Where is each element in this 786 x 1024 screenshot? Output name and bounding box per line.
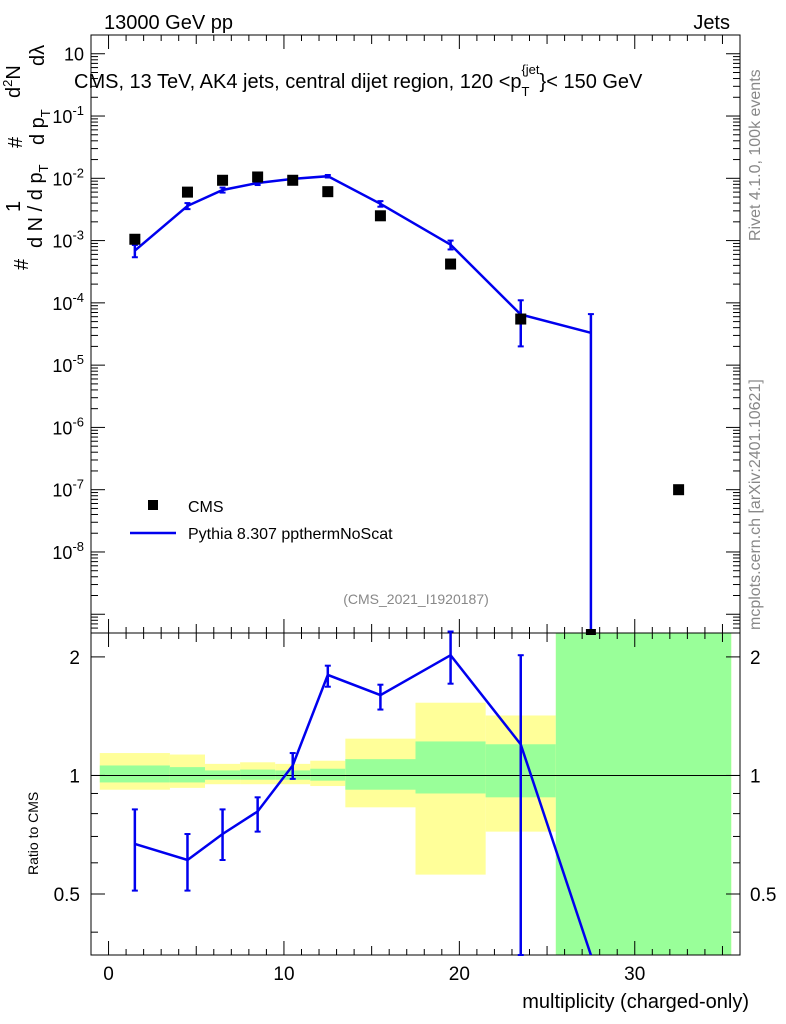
lower-xtick-label: 20 (449, 964, 470, 985)
lower-ytick-label-left: 2 (69, 648, 80, 669)
upper-cms-point (445, 258, 457, 270)
rivet-label: Rivet 4.1.0, 100k events (747, 69, 764, 241)
lower-xtick-label: 0 (103, 964, 114, 985)
green-band-bin (169, 767, 206, 783)
green-band-bin (345, 759, 416, 790)
ylabel-hash1: # (11, 258, 33, 270)
header-right: Jets (693, 12, 730, 34)
ylabel-dpT: d pT (27, 109, 53, 145)
upper-frame (90, 34, 741, 634)
upper-ytick-label: 10-7 (52, 477, 84, 501)
legend-cms-label: CMS (188, 499, 224, 516)
upper-cms-point (252, 171, 264, 183)
upper-ytick-label: 10-6 (52, 414, 84, 438)
ylabel-d2N: d2N (0, 65, 25, 98)
upper-ytick-label: 10-5 (52, 352, 84, 376)
lower-xtick-label: 10 (273, 964, 294, 985)
legend-cms-marker (148, 500, 158, 510)
green-band-bin (240, 769, 276, 780)
chart-title-post: }< 150 GeV (540, 71, 644, 93)
upper-ytick-label: 10-8 (52, 539, 84, 563)
lower-ytick-label-left: 0.5 (54, 885, 80, 906)
upper-cms-point (374, 210, 386, 222)
upper-cms-point (129, 233, 141, 245)
green-band-bin (555, 633, 732, 955)
lower-xtick-label: 30 (624, 964, 645, 985)
upper-cms-point (515, 313, 527, 325)
green-band-bin (310, 768, 346, 781)
upper-ytick-label: 10-4 (52, 290, 84, 314)
upper-cms-point (322, 186, 334, 198)
upper-cms-point (181, 186, 193, 198)
upper-pythia-line (134, 174, 592, 335)
lower-ytick-label-right: 0.5 (750, 885, 776, 906)
lower-ytick-label-left: 1 (69, 766, 80, 787)
upper-ytick-label: 10 (64, 45, 84, 65)
lower-ytick-label-right: 2 (750, 648, 761, 669)
upper-cms-point (673, 484, 685, 496)
ylabel-dlambda: dλ (27, 45, 49, 66)
watermark: (CMS_2021_I1920187) (343, 591, 489, 607)
ylabel-hash2: # (5, 136, 27, 148)
ylabel-dN-dpT: d N / d pT (25, 164, 51, 248)
chart-title-sub: T (522, 84, 530, 99)
upper-ytick-label: 10-3 (52, 228, 84, 252)
upper-ylabel: # 1 d N / d pT # d pT d2N dλ (0, 45, 53, 270)
xlabel: multiplicity (charged-only) (522, 991, 749, 1013)
green-band-bin (99, 765, 170, 783)
green-band-bin (415, 741, 486, 794)
upper-cms-point (287, 174, 299, 186)
chart-title-pre: CMS, 13 TeV, AK4 jets, central dijet reg… (74, 71, 522, 93)
upper-ytick-label: 10-1 (52, 103, 84, 127)
header-left: 13000 GeV pp (104, 12, 233, 34)
upper-cms-edge-point (585, 629, 596, 635)
lower-frame (90, 632, 741, 956)
upper-cms-point (217, 174, 229, 186)
upper-ytick-label: 10-2 (52, 165, 84, 189)
chart-title-sup: {jet (521, 62, 539, 77)
chart-title: CMS, 13 TeV, AK4 jets, central dijet reg… (74, 62, 643, 99)
mcplots-label: mcplots.cern.ch [arXiv:2401.10621] (747, 379, 764, 630)
lower-ratio-line (134, 653, 593, 955)
legend-pythia-label: Pythia 8.307 ppthermNoScat (188, 526, 393, 543)
ylabel-one: 1 (3, 201, 25, 212)
lower-ytick-label-right: 1 (750, 766, 761, 787)
lower-ylabel: Ratio to CMS (25, 792, 41, 875)
